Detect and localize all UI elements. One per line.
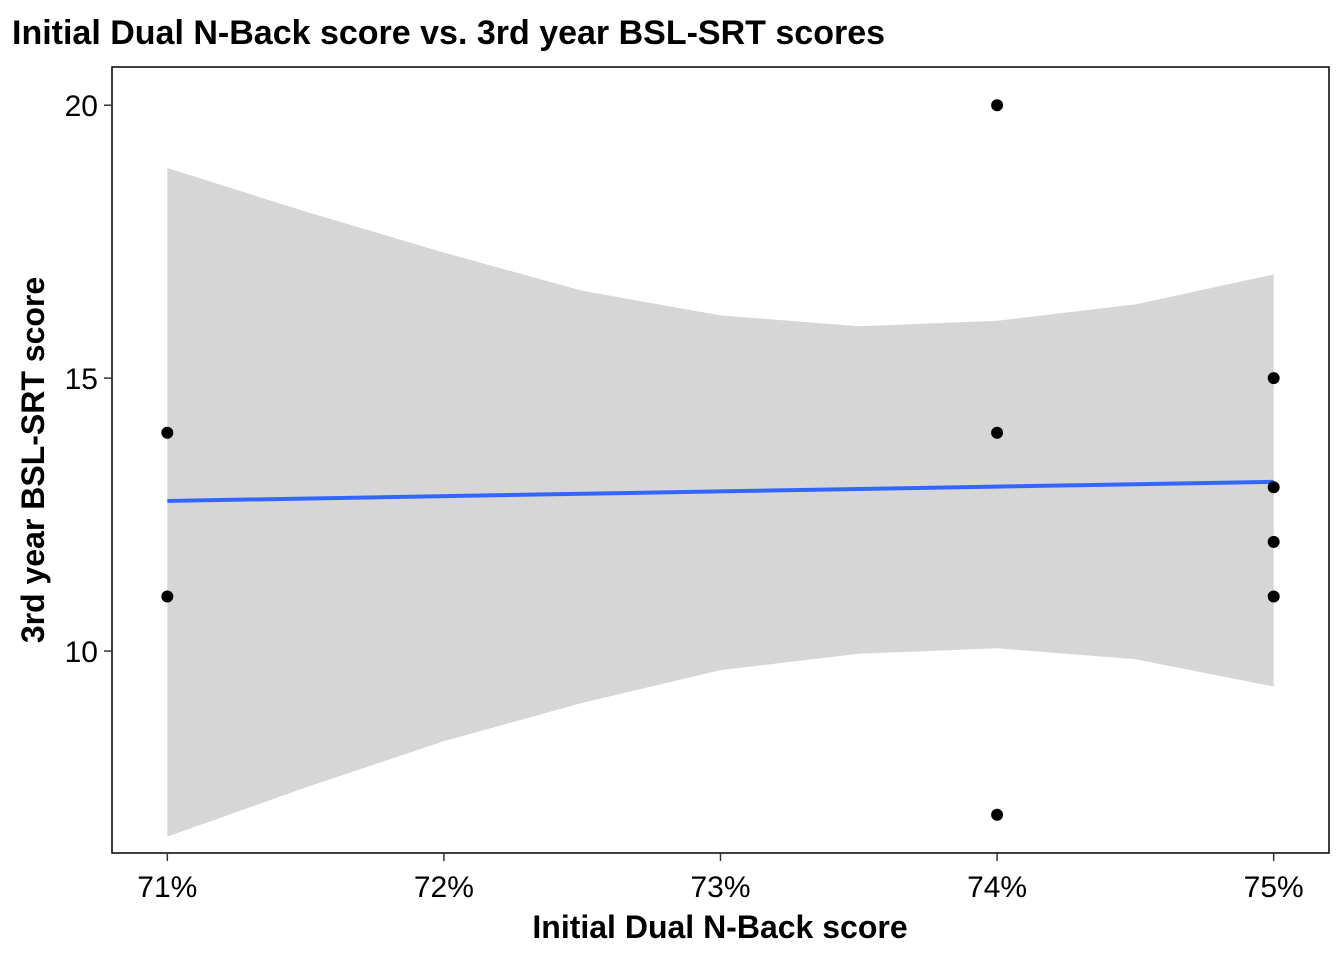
y-tick-label: 10 bbox=[65, 636, 98, 669]
confidence-band bbox=[167, 168, 1274, 837]
y-tick-label: 15 bbox=[65, 363, 98, 396]
chart-title: Initial Dual N-Back score vs. 3rd year B… bbox=[12, 14, 885, 52]
data-point bbox=[1267, 481, 1280, 494]
plot-area: 71% 72% 73% 74% 75% 10 15 20 bbox=[65, 66, 1330, 904]
regression-line bbox=[167, 479, 1274, 503]
data-point bbox=[991, 99, 1004, 112]
y-tick-label: 20 bbox=[65, 90, 98, 123]
y-axis-title: 3rd year BSL-SRT score bbox=[15, 277, 51, 643]
data-point bbox=[161, 590, 174, 603]
x-tick-label: 75% bbox=[1244, 871, 1304, 904]
x-axis-title: Initial Dual N-Back score bbox=[532, 909, 907, 945]
data-point bbox=[1267, 535, 1280, 548]
data-point bbox=[1267, 590, 1280, 603]
data-point bbox=[991, 808, 1004, 821]
x-tick-label: 72% bbox=[414, 871, 474, 904]
x-tick-label: 71% bbox=[137, 871, 197, 904]
x-tick-label: 73% bbox=[690, 871, 750, 904]
data-point bbox=[1267, 372, 1280, 385]
data-point bbox=[161, 426, 174, 439]
data-point bbox=[991, 426, 1004, 439]
x-tick-label: 74% bbox=[967, 871, 1027, 904]
